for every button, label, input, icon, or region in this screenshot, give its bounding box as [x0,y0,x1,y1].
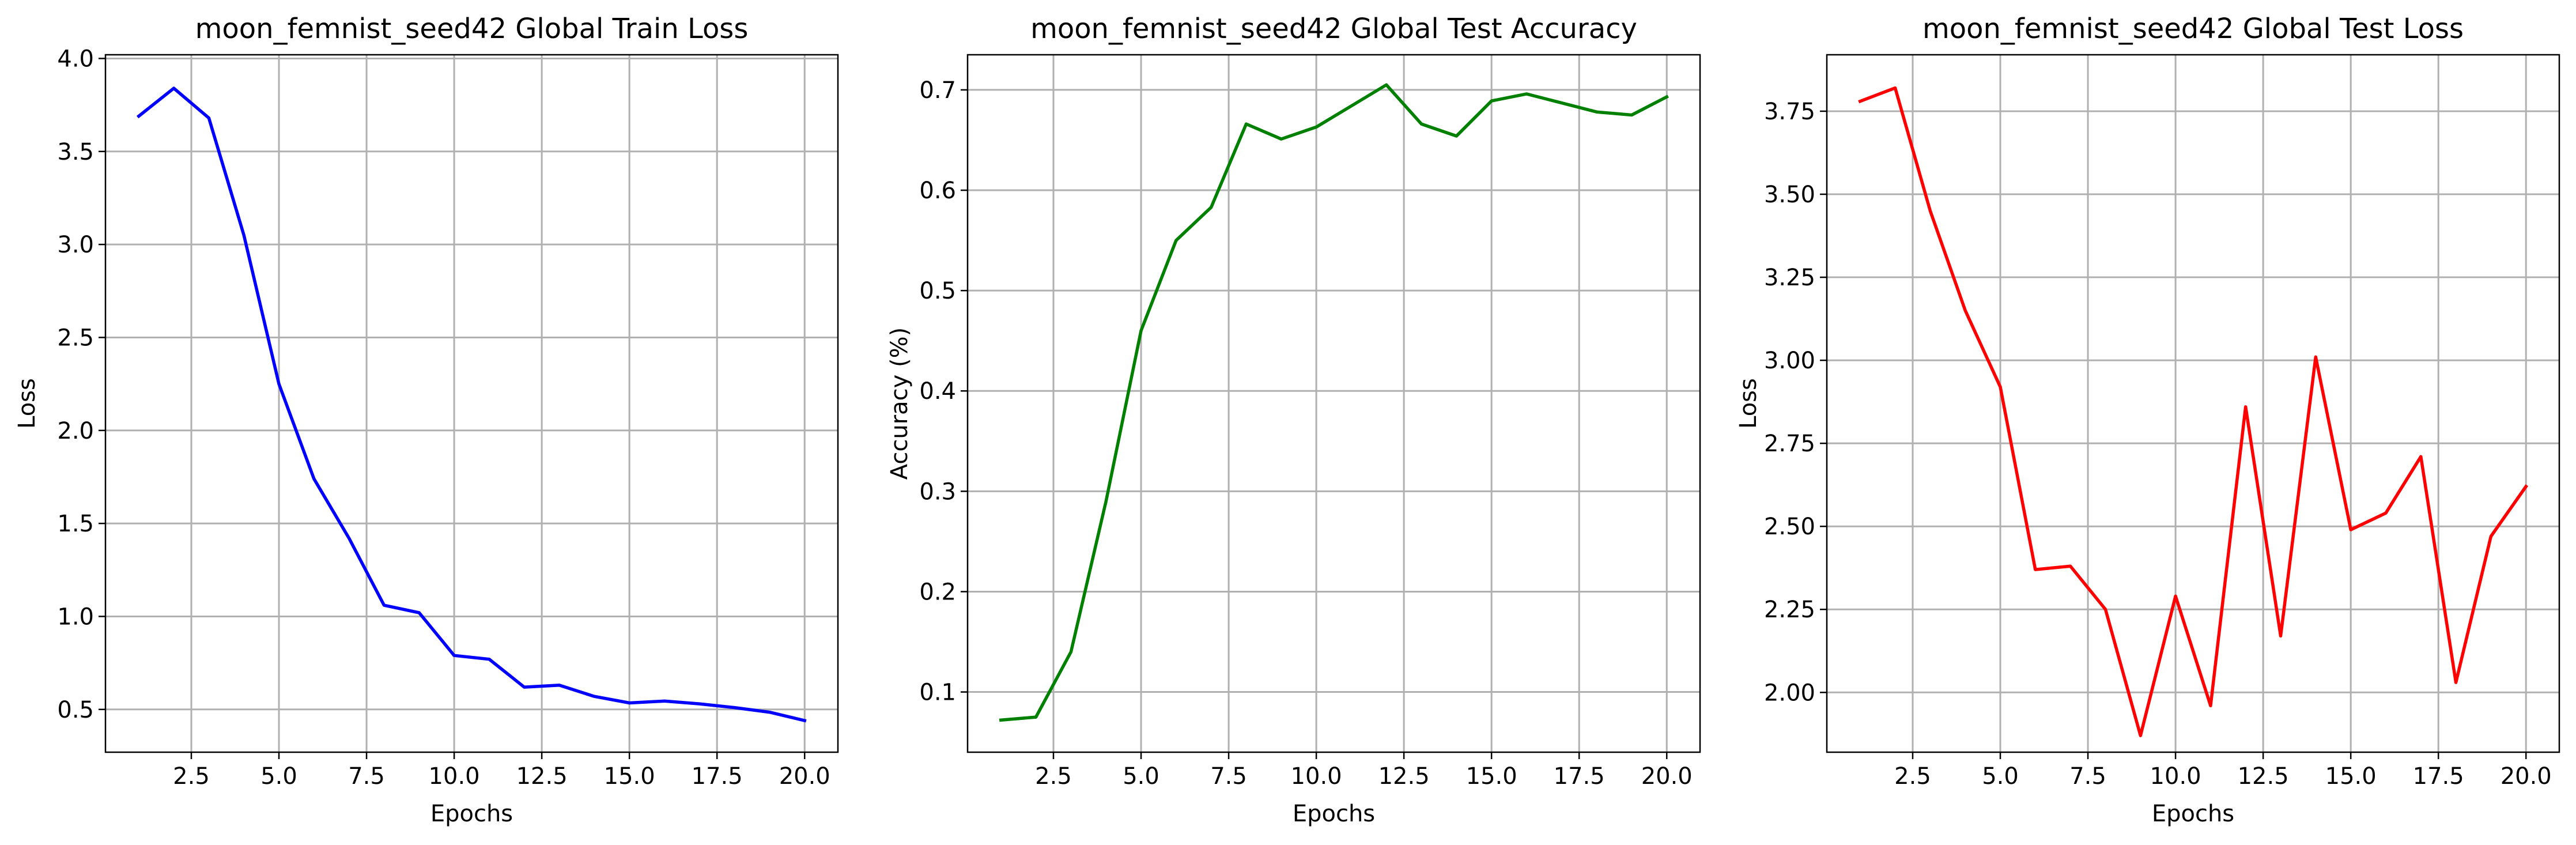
chart-title: moon_femnist_seed42 Global Train Loss [195,13,749,45]
x-tick-label: 20.0 [1641,763,1693,790]
x-tick-label: 15.0 [2325,763,2377,790]
x-axis-label: Epochs [2152,801,2234,827]
series-line [136,86,807,723]
y-tick-label: 2.25 [1764,597,1815,623]
y-axis-label: Loss [14,378,40,429]
chart-3: 2.5 5.0 7.5 10.0 12.5 15.0 17.5 20.0 2.00 2.25 2.5… [1735,13,2560,827]
x-tick-label: 20.0 [779,763,830,790]
y-tick-label: 2.00 [1764,680,1815,706]
x-tick-label: 5.0 [1982,763,2019,790]
y-tick-label: 2.75 [1764,431,1815,457]
y-tick-label: 1.5 [57,511,94,537]
y-tick-label: 1.0 [57,603,94,630]
x-tick-label: 10.0 [1291,763,1342,790]
x-tick-label: 2.5 [1894,763,1931,790]
y-tick-label: 2.5 [57,325,94,351]
x-tick-label: 7.5 [1210,763,1247,790]
chart-1: 2.5 5.0 7.5 10.0 12.5 15.0 17.5 20.0 0.5 1.0 1.5 2.… [14,13,839,827]
series-line [1858,86,2529,737]
x-tick-label: 5.0 [1123,763,1159,790]
x-axis-label: Epochs [1293,801,1375,827]
y-tick-label: 0.7 [919,77,956,104]
y-tick-label: 2.50 [1764,514,1815,540]
y-tick-label: 3.5 [57,139,94,165]
series-line [999,83,1669,722]
x-tick-label: 5.0 [260,763,297,790]
x-tick-label: 2.5 [173,763,210,790]
x-tick-label: 17.5 [692,763,743,790]
x-tick-label: 12.5 [516,763,568,790]
y-axis-label: Accuracy (%) [886,327,913,480]
x-tick-label: 2.5 [1035,763,1072,790]
y-axis-label: Loss [1735,378,1762,429]
x-tick-label: 17.5 [2413,763,2464,790]
y-tick-label: 0.6 [919,178,956,204]
y-tick-label: 2.0 [57,418,94,444]
y-tick-label: 3.50 [1764,182,1815,208]
plot-frame [966,54,1701,753]
plot-frame [104,54,839,753]
y-tick-label: 0.2 [919,579,956,605]
x-tick-label: 10.0 [2150,763,2201,790]
y-tick-label: 0.4 [919,378,956,405]
y-tick-label: 3.00 [1764,348,1815,374]
x-tick-label: 12.5 [1378,763,1430,790]
y-tick-label: 3.25 [1764,265,1815,291]
y-tick-label: 4.0 [57,46,94,72]
y-tick-label: 0.5 [919,278,956,304]
y-tick-label: 0.3 [919,478,956,505]
chart-title: moon_femnist_seed42 Global Test Loss [1922,13,2464,45]
chart-title: moon_femnist_seed42 Global Test Accuracy [1030,13,1637,45]
y-tick-label: 0.5 [57,697,94,723]
y-tick-label: 3.75 [1764,99,1815,125]
x-axis-label: Epochs [430,801,513,827]
plot-frame [1826,54,2560,753]
x-tick-label: 15.0 [1466,763,1517,790]
chart-2: 2.5 5.0 7.5 10.0 12.5 15.0 17.5 20.0 0.1 0.2 0.3 0.… [886,13,1701,827]
x-tick-label: 15.0 [604,763,655,790]
x-tick-label: 7.5 [2069,763,2106,790]
x-tick-label: 7.5 [348,763,385,790]
y-tick-label: 3.0 [57,232,94,258]
x-tick-label: 10.0 [429,763,480,790]
x-tick-label: 20.0 [2501,763,2552,790]
x-tick-label: 17.5 [1554,763,1605,790]
y-tick-label: 0.1 [919,680,956,706]
x-tick-label: 12.5 [2238,763,2289,790]
